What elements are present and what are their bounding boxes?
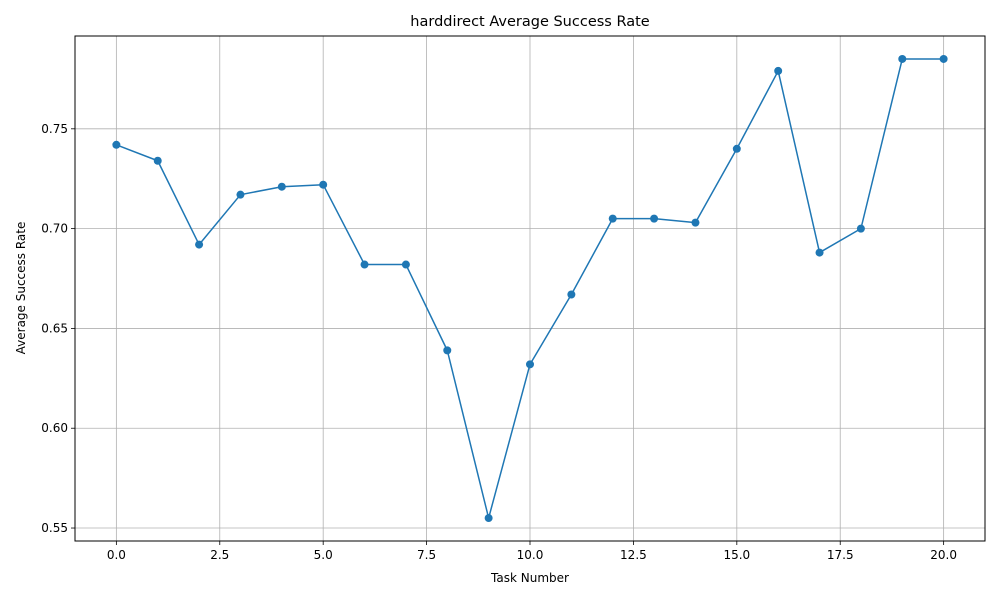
data-point	[567, 290, 576, 299]
x-tick-label: 17.5	[827, 548, 854, 562]
data-point	[939, 54, 948, 63]
y-tick-label: 0.65	[41, 321, 68, 335]
data-point	[856, 224, 865, 233]
data-point	[732, 144, 741, 153]
x-tick-label: 15.0	[723, 548, 750, 562]
data-point	[526, 360, 534, 369]
data-point	[815, 248, 824, 257]
data-point	[360, 260, 369, 269]
chart-title: harddirect Average Success Rate	[410, 14, 650, 30]
x-tick-label: 2.5	[210, 548, 229, 562]
x-tick-label: 5.0	[314, 548, 333, 562]
y-tick-label: 0.75	[41, 122, 68, 136]
tick-layer: 0.0 2.5 5.0 7.5 10.0 12.5 15.0 17.5 20.0 0.55 0.60…	[41, 122, 957, 562]
grid	[75, 36, 985, 541]
series-layer	[112, 54, 948, 523]
data-point	[401, 260, 410, 269]
data-point	[153, 156, 162, 165]
x-tick-label: 10.0	[517, 548, 544, 562]
data-point	[774, 66, 783, 75]
data-point	[898, 54, 907, 63]
data-point	[484, 514, 493, 523]
data-point	[277, 182, 286, 191]
data-point	[608, 214, 617, 223]
y-tick-label: 0.60	[41, 421, 68, 435]
x-tick-label: 12.5	[620, 548, 647, 562]
data-point	[650, 214, 659, 223]
x-tick-label: 20.0	[930, 548, 957, 562]
x-tick-label: 7.5	[417, 548, 436, 562]
data-point	[319, 180, 328, 189]
data-point	[443, 346, 452, 355]
y-tick-label: 0.70	[41, 222, 68, 236]
data-point	[195, 240, 204, 249]
data-point	[236, 190, 245, 199]
data-point	[112, 140, 121, 149]
x-tick-label: 0.0	[107, 548, 126, 562]
y-tick-label: 0.55	[41, 521, 68, 535]
y-axis-label: Average Success Rate	[14, 222, 28, 355]
data-point	[691, 218, 700, 227]
x-axis-label: Task Number	[490, 571, 569, 585]
